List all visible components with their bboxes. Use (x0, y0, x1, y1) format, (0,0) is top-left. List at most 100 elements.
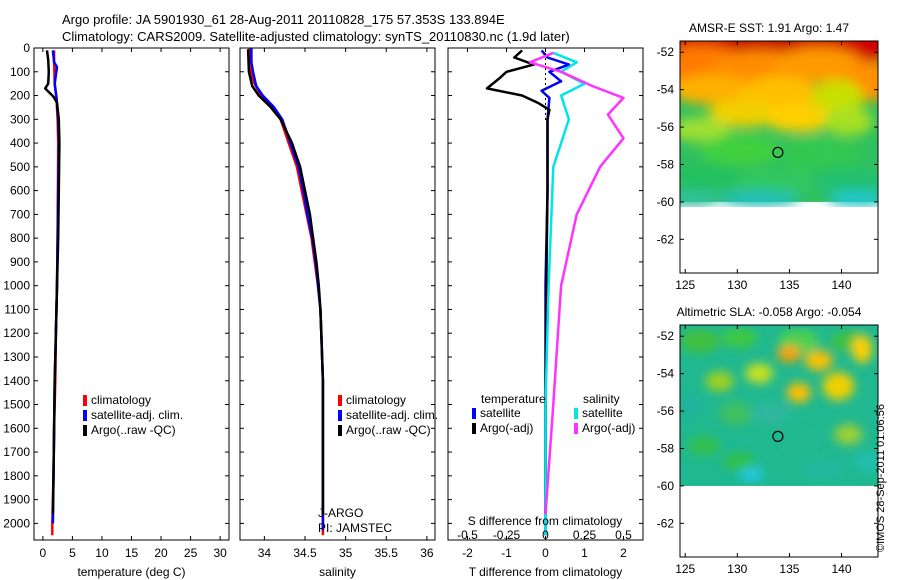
y-tick-label: 400 (10, 136, 30, 150)
x-tick-label: 25 (184, 546, 198, 560)
y-tick-label: 1100 (4, 302, 30, 316)
legend-entry: satellite-adj. clim. (91, 408, 183, 422)
lat-tick-label: -56 (657, 404, 675, 418)
y-tick-label: 1600 (3, 421, 30, 435)
legend-swatch (338, 410, 342, 421)
lon-tick-label: 135 (779, 278, 799, 292)
sst-map-cell (719, 190, 800, 207)
x-tick-label-salinity: 0.25 (573, 528, 597, 542)
legend-swatch (472, 408, 476, 419)
copyright-timestamp: ©IMOS 28-Sep-2011 01:06:56 (875, 404, 887, 552)
x-tick-label: 10 (95, 546, 109, 560)
sla-map-cell (687, 435, 720, 456)
x-axis-label-difference: T difference from climatology (469, 565, 623, 579)
legend-entry: Argo(-adj) (480, 421, 533, 435)
sla-map-frame (679, 324, 879, 558)
sla-map-cell (705, 371, 734, 392)
x-axis-label-salinity-difference: S difference from climatology (468, 514, 623, 528)
lon-tick-label: 125 (675, 278, 695, 292)
legend-entry: satellite (480, 406, 521, 420)
sst-map-cell (823, 107, 874, 136)
lat-tick-label: -54 (657, 83, 675, 97)
legend-entry: climatology (91, 393, 151, 407)
x-axis-label-temperature: temperature (deg C) (77, 565, 185, 579)
lon-tick-label: 125 (675, 562, 695, 576)
legend-swatch (574, 408, 578, 419)
y-tick-label: 500 (10, 160, 30, 174)
lat-tick-label: -60 (657, 479, 675, 493)
sla-map-cell (680, 329, 720, 354)
x-tick-label-salinity: -0.25 (493, 528, 521, 542)
x-tick-label: 20 (154, 546, 168, 560)
sla-map-cell (786, 382, 811, 403)
x-tick-label-salinity: -0.5 (457, 528, 478, 542)
sla-map-blobs (680, 327, 878, 483)
sla-map-cell (739, 466, 764, 483)
sst-map-field (680, 41, 878, 207)
sst-map-cell (773, 137, 864, 170)
y-tick-label: 1500 (3, 398, 30, 412)
x-tick-label: 36 (420, 546, 434, 560)
legend-entry: Argo(-adj) (582, 421, 635, 435)
legend-swatch (83, 395, 87, 406)
y-tick-label: 1400 (3, 374, 30, 388)
sst-map-blobs (680, 41, 878, 207)
lat-tick-label: -52 (657, 329, 675, 343)
x-tick-label: 0 (40, 546, 47, 560)
legend-entry: Argo(..raw -QC) (91, 423, 176, 437)
y-tick-label: 700 (10, 207, 30, 221)
sla-map-cell (780, 428, 817, 453)
lat-tick-label: -58 (657, 441, 675, 455)
legend-swatch (472, 423, 476, 434)
sla-map-title: Altimetric SLA: -0.058 Argo: -0.054 (677, 305, 862, 319)
sla-map-cell (719, 401, 752, 426)
sst-map-cell (708, 99, 779, 128)
x-tick-label: -2 (462, 546, 473, 560)
x-tick-label: 2 (620, 546, 627, 560)
lon-tick-label: 140 (832, 562, 852, 576)
y-tick-label: 1000 (3, 279, 30, 293)
sst-map-argo-marker (772, 146, 784, 158)
float-program-label: J-ARGO (318, 506, 363, 520)
series-line-difference-t-argo-adj- (485, 49, 551, 514)
series-line-salinity-climatology (248, 47, 325, 536)
sla-map-cell (751, 403, 788, 424)
y-tick-label: 200 (10, 89, 30, 103)
x-tick-label: -1 (501, 546, 512, 560)
lat-tick-label: -58 (657, 157, 675, 171)
sla-map-cell (745, 363, 774, 384)
legend-entry: Argo(..raw -QC) (346, 423, 431, 437)
sla-map-cell (852, 335, 873, 364)
axes-frame-salinity (239, 47, 436, 541)
sla-map-cell (680, 395, 702, 416)
series-line-salinity-argo-raw-qc- (246, 49, 325, 514)
legend-swatch (338, 395, 342, 406)
y-tick-label: 600 (10, 184, 30, 198)
legend-swatch (574, 423, 578, 434)
sst-map-cell (680, 163, 745, 192)
y-tick-label: 1300 (3, 350, 30, 364)
x-tick-label: 30 (213, 546, 227, 560)
x-tick-label: 35.5 (375, 546, 399, 560)
lat-tick-label: -52 (657, 45, 675, 59)
series-line-difference-s-satellite (544, 51, 586, 536)
plot-title-line2: Climatology: CARS2009. Satellite-adjuste… (62, 29, 570, 44)
legend-entry: climatology (346, 393, 406, 407)
y-tick-label: 900 (10, 255, 30, 269)
sst-map-cell (734, 170, 824, 195)
y-tick-label: 100 (10, 65, 30, 79)
sst-map-cell (763, 104, 834, 133)
sla-map-cell (776, 345, 801, 362)
sla-map-cell (804, 350, 833, 371)
x-tick-label: 34 (258, 546, 272, 560)
sst-map-cell (699, 134, 780, 167)
lon-tick-label: 130 (727, 562, 747, 576)
axes-frame-temperature (33, 47, 230, 541)
sst-map-title: AMSR-E SST: 1.91 Argo: 1.47 (689, 21, 849, 35)
y-tick-label: 800 (10, 231, 30, 245)
lat-tick-label: -60 (657, 195, 675, 209)
x-tick-label-salinity: 0.5 (615, 528, 632, 542)
lat-tick-label: -62 (657, 516, 675, 530)
legend-title-salinity: salinity (583, 392, 620, 406)
